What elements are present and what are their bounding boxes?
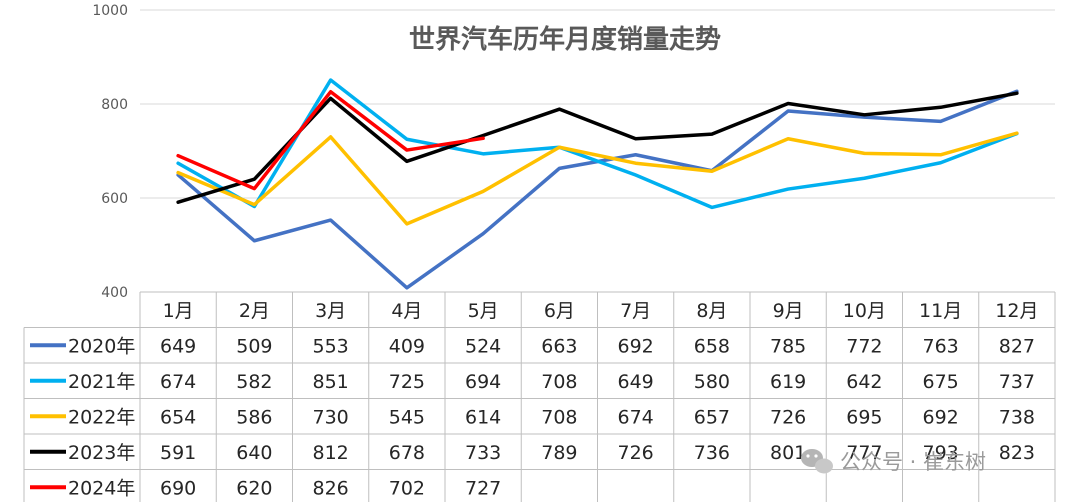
data-label: 654 xyxy=(160,406,196,428)
data-label: 772 xyxy=(846,335,882,357)
x-tick-label: 4月 xyxy=(391,300,422,322)
y-tick-label: 400 xyxy=(101,285,128,301)
data-label: 582 xyxy=(236,371,272,393)
data-label: 801 xyxy=(770,442,806,464)
data-label: 692 xyxy=(922,406,958,428)
data-label: 649 xyxy=(160,335,196,357)
data-label: 678 xyxy=(389,442,425,464)
data-label: 727 xyxy=(465,477,501,499)
x-tick-label: 10月 xyxy=(843,300,886,322)
x-tick-label: 7月 xyxy=(620,300,651,322)
data-label: 524 xyxy=(465,335,501,357)
x-tick-label: 2月 xyxy=(239,300,270,322)
x-tick-label: 6月 xyxy=(544,300,575,322)
data-label: 702 xyxy=(389,477,425,499)
legend-label: 2024年 xyxy=(68,477,135,499)
data-label: 674 xyxy=(617,406,653,428)
watermark-text: 公众号 · 崔东树 xyxy=(840,450,986,474)
data-label: 789 xyxy=(541,442,577,464)
data-label: 695 xyxy=(846,406,882,428)
data-label: 586 xyxy=(236,406,272,428)
series-line xyxy=(176,78,1019,210)
data-label: 708 xyxy=(541,371,577,393)
legend-label: 2021年 xyxy=(68,371,135,393)
y-tick-label: 800 xyxy=(101,97,128,113)
data-label: 827 xyxy=(999,335,1035,357)
watermark: 公众号 · 崔东树 xyxy=(801,449,986,474)
data-label: 614 xyxy=(465,406,501,428)
data-label: 738 xyxy=(999,406,1035,428)
legend-label: 2022年 xyxy=(68,406,135,428)
data-label: 736 xyxy=(694,442,730,464)
series-line xyxy=(176,89,1019,290)
data-label: 619 xyxy=(770,371,806,393)
data-label: 785 xyxy=(770,335,806,357)
data-table: 1月 2月 3月 4月 5月 6月 7月 8月 9月 10月 11月 12月 2020年 649 509 55… xyxy=(23,291,1056,502)
x-tick-label: 8月 xyxy=(696,300,727,322)
x-tick-label: 11月 xyxy=(919,300,962,322)
chart-title: 世界汽车历年月度销量走势 xyxy=(409,24,721,55)
data-label: 737 xyxy=(999,371,1035,393)
x-tick-label: 1月 xyxy=(163,300,194,322)
data-label: 826 xyxy=(312,477,348,499)
y-axis-ticks: 400 600 800 1000 xyxy=(92,3,128,301)
data-label: 793 xyxy=(922,442,958,464)
legend-label: 2020年 xyxy=(68,335,135,357)
data-label: 692 xyxy=(617,335,653,357)
x-tick-label: 5月 xyxy=(468,300,499,322)
data-label: 708 xyxy=(541,406,577,428)
data-label: 726 xyxy=(617,442,653,464)
series-lines xyxy=(176,78,1019,290)
data-label: 553 xyxy=(312,335,348,357)
data-label: 642 xyxy=(846,371,882,393)
data-label: 730 xyxy=(312,406,348,428)
x-tick-label: 9月 xyxy=(773,300,804,322)
data-label: 674 xyxy=(160,371,196,393)
data-label: 725 xyxy=(389,371,425,393)
data-label: 591 xyxy=(160,442,196,464)
data-label: 812 xyxy=(312,442,348,464)
x-tick-label: 12月 xyxy=(995,300,1038,322)
data-label: 658 xyxy=(694,335,730,357)
data-label: 675 xyxy=(922,371,958,393)
x-tick-label: 3月 xyxy=(315,300,346,322)
data-label: 409 xyxy=(389,335,425,357)
data-label: 509 xyxy=(236,335,272,357)
data-label: 649 xyxy=(617,371,653,393)
y-tick-label: 1000 xyxy=(92,3,128,19)
series-line xyxy=(176,131,1019,226)
data-label: 545 xyxy=(389,406,425,428)
y-tick-label: 600 xyxy=(101,191,128,207)
data-label: 851 xyxy=(312,371,348,393)
data-label: 823 xyxy=(999,442,1035,464)
data-label: 657 xyxy=(694,406,730,428)
data-label: 690 xyxy=(160,477,196,499)
legend-label: 2023年 xyxy=(68,442,135,464)
data-label: 763 xyxy=(922,335,958,357)
data-label: 733 xyxy=(465,442,501,464)
series-line xyxy=(176,90,485,191)
data-label: 580 xyxy=(694,371,730,393)
wechat-icon xyxy=(801,449,833,474)
data-label: 663 xyxy=(541,335,577,357)
series-line xyxy=(176,91,1019,204)
data-label: 694 xyxy=(465,371,501,393)
data-label: 726 xyxy=(770,406,806,428)
data-label: 640 xyxy=(236,442,272,464)
data-label: 620 xyxy=(236,477,272,499)
data-label: 777 xyxy=(846,442,882,464)
